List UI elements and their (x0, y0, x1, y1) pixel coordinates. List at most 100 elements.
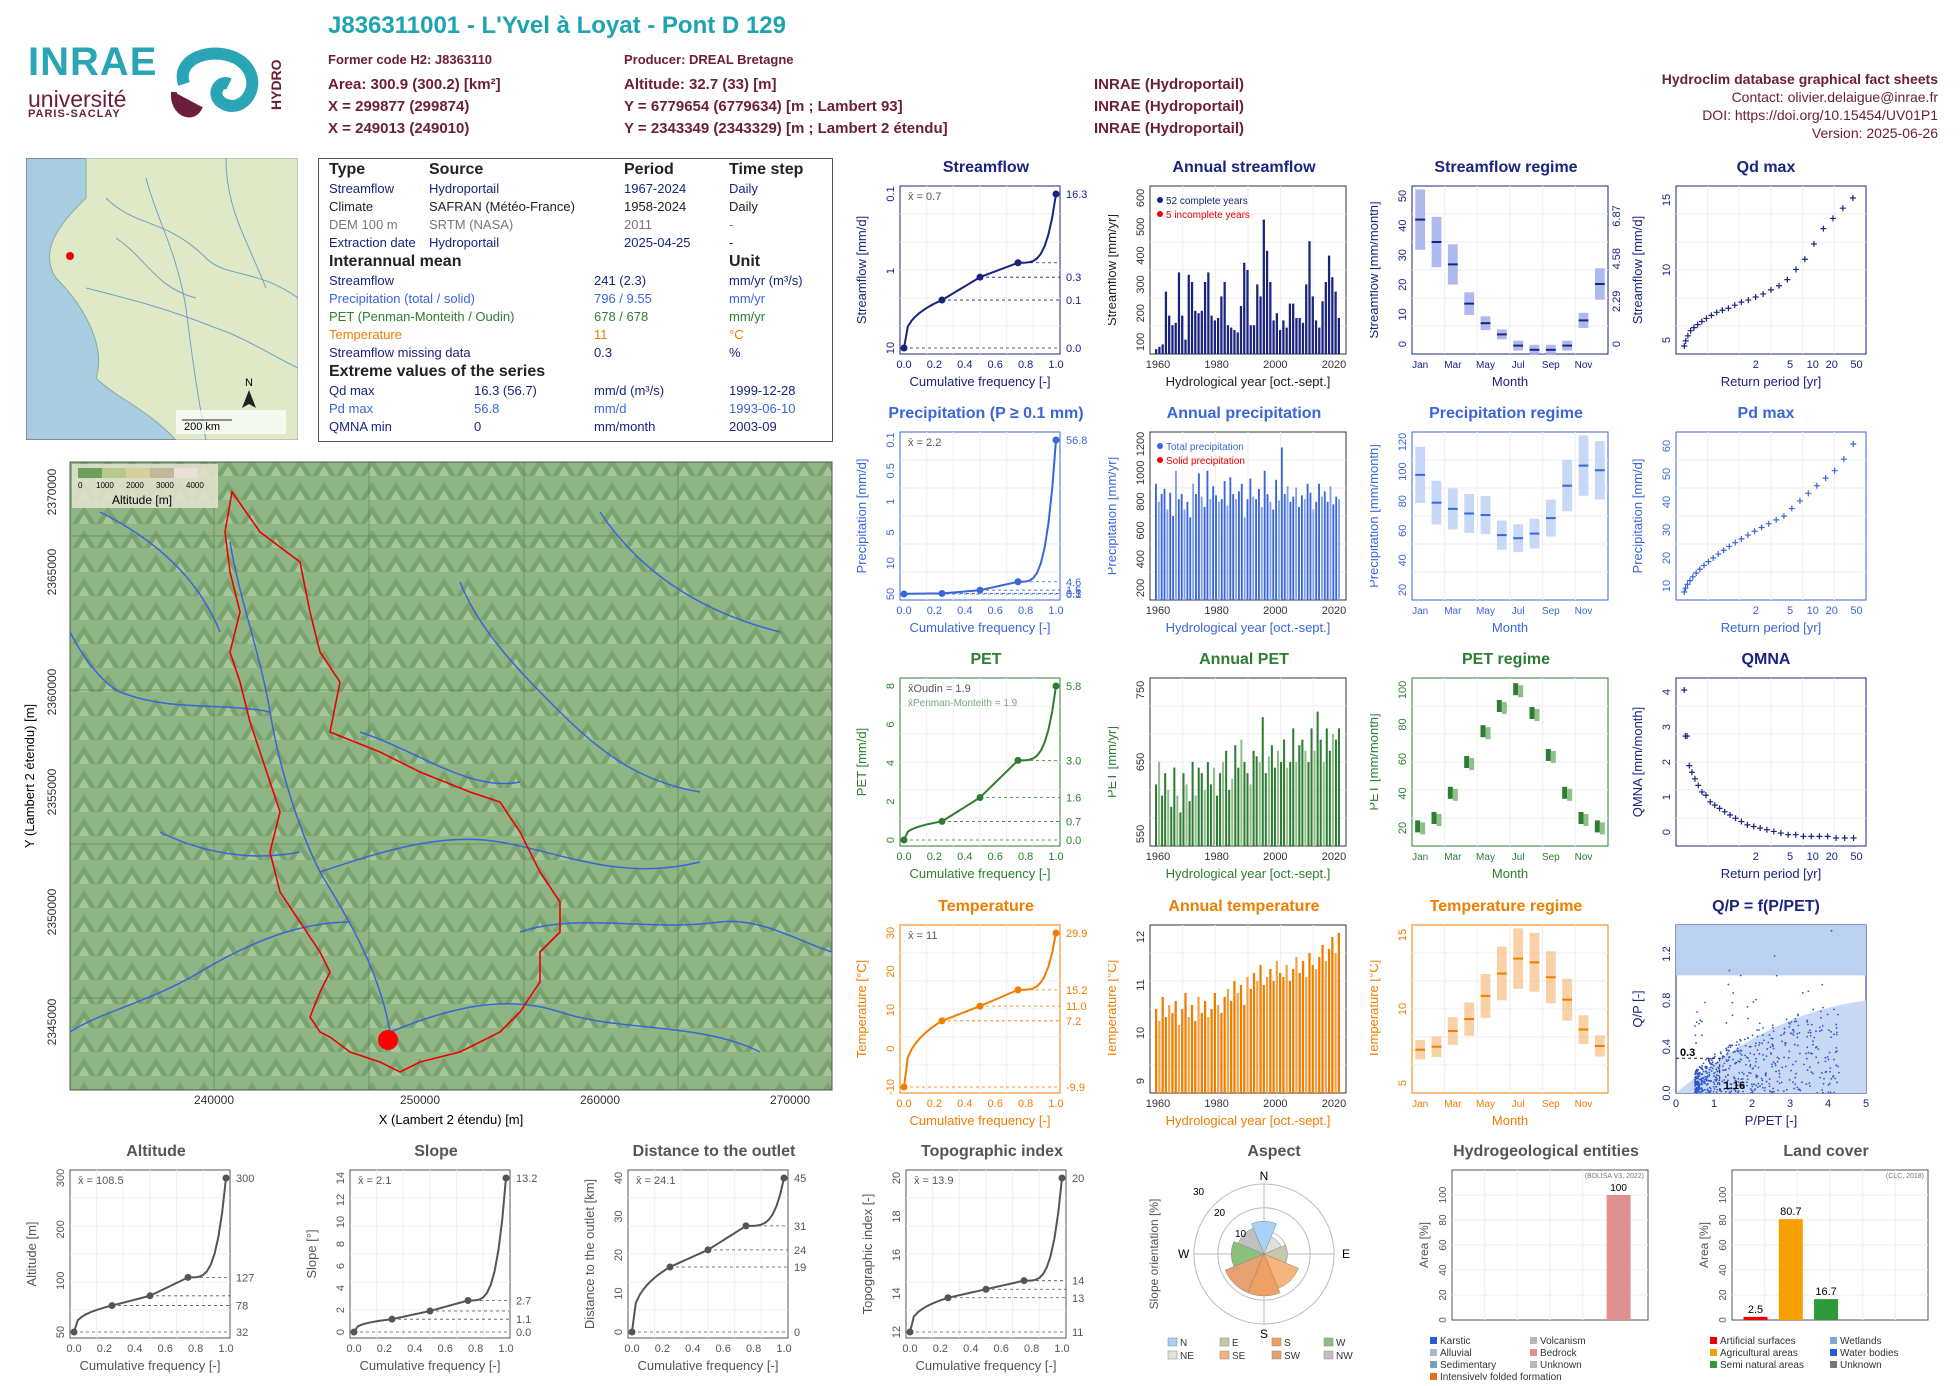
bar (1255, 756, 1258, 846)
bar (1176, 795, 1179, 846)
scatter-point (1830, 1030, 1832, 1033)
scatter-point (1798, 1031, 1801, 1034)
bar (1164, 773, 1167, 846)
legend-label: N (1180, 1338, 1187, 1349)
y-tick: 750 (1135, 681, 1147, 699)
y-tick: 20 (1397, 279, 1409, 291)
compass-label: W (1178, 1247, 1190, 1261)
scatter-point (1701, 1034, 1703, 1037)
box-oudin (1480, 725, 1486, 738)
altitude-legend: 0 1000 2000 3000 4000 Altitude [m] (78, 468, 204, 507)
y-tick: 60 (1397, 525, 1409, 537)
bar (1292, 303, 1295, 354)
scatter-point (1807, 1051, 1810, 1054)
left-tick: 8 (335, 1241, 347, 1247)
data-point (1744, 821, 1751, 828)
scatter-point (1834, 1051, 1837, 1054)
y-axis-label: Precipitation [mm/yr] (1108, 457, 1119, 575)
bar (1171, 1013, 1174, 1093)
precipitation_regime-chart: Precipitation regime Month Precipitation [… (1370, 405, 1609, 635)
bar (1207, 1017, 1210, 1093)
data-point (1020, 1277, 1028, 1285)
right-tick: 1.5 (1066, 585, 1081, 597)
interannual-header: Interannual mean Unit (329, 253, 761, 270)
bar (1246, 499, 1249, 600)
data-point (976, 1002, 984, 1010)
topo_index-chart: Topographic index Cumulative frequency [-… (860, 1143, 1084, 1373)
info-header: Type Source Period Time step (329, 161, 829, 179)
y-axis-label: Temperature [°C] (1108, 960, 1119, 1058)
x-tick: Jul (1512, 1099, 1525, 1110)
bar (1187, 274, 1190, 354)
chart-title: Distance to the outlet (633, 1143, 796, 1160)
scatter-point (1723, 1062, 1726, 1065)
scatter-point (1712, 1085, 1715, 1088)
box-oudin (1545, 749, 1551, 761)
y-tick: 30 (1661, 524, 1673, 536)
x-tick: Nov (1575, 1099, 1593, 1110)
scatter-point (1694, 1075, 1697, 1078)
data-point (666, 1263, 674, 1271)
data-point (900, 590, 908, 598)
chart-title: Annual temperature (1168, 898, 1319, 915)
box-oudin (1578, 812, 1584, 824)
legend-label: Volcanism (1540, 1336, 1586, 1347)
scatter-point (1801, 991, 1804, 994)
y-tick: 60 (1718, 1239, 1729, 1251)
right-tick: 127 (236, 1272, 254, 1284)
scatter-point (1698, 1022, 1700, 1025)
legend-swatch (1830, 1337, 1837, 1344)
inrae-logo: INRAE (28, 40, 158, 84)
bar (1260, 506, 1263, 600)
bar (1209, 499, 1212, 600)
scatter-point (1836, 1031, 1838, 1034)
y-tick: 300 (1135, 275, 1147, 293)
legend-label: Intensively folded formation (1440, 1372, 1562, 1380)
scatter-point (1740, 1085, 1743, 1087)
data-point (1694, 321, 1701, 328)
y-lambert2: Y = 2343349 (2343329) [m ; Lambert 2 éte… (624, 120, 948, 137)
scatter-point (1754, 1065, 1757, 1067)
data-point (1716, 805, 1723, 812)
scatter-point (1695, 1021, 1698, 1024)
scatter-point (1835, 1064, 1838, 1067)
scatter-point (1726, 1053, 1728, 1056)
bar (1195, 494, 1197, 600)
scatter-point (1697, 1072, 1700, 1075)
scatter-point (1728, 1067, 1731, 1070)
legend-label: Water bodies (1840, 1348, 1899, 1359)
scatter-point (1778, 1057, 1780, 1060)
scatter-point (1710, 1059, 1713, 1062)
producer: Producer: DREAL Bretagne (624, 52, 794, 67)
y-tick: 20 (1718, 1289, 1729, 1301)
right-tick: 2.29 (1611, 291, 1622, 312)
scatter-point (1751, 1092, 1754, 1094)
scatter-point (1735, 1044, 1738, 1046)
x-tick: May (1476, 852, 1495, 863)
x-tick: 0.0 (902, 1343, 917, 1355)
y-tick: 15 (1397, 929, 1409, 941)
x-tick: 2020 (1322, 1098, 1346, 1110)
bar (1194, 310, 1197, 354)
y-tick: 40 (1397, 787, 1409, 799)
bar (1606, 1195, 1631, 1320)
bar (1200, 310, 1203, 354)
right-tick: 4.6 (1066, 577, 1081, 589)
scatter-point (1793, 1087, 1796, 1090)
bar (1263, 470, 1266, 600)
scatter-point (1728, 1087, 1731, 1090)
bar (1172, 516, 1175, 600)
left-tick: 4 (885, 760, 897, 766)
bar (1316, 711, 1319, 846)
bar (1194, 795, 1197, 846)
bar (1286, 767, 1289, 846)
bar (1155, 1009, 1158, 1093)
mean-label: x̄ = 13.9 (914, 1175, 953, 1187)
scatter-point (1699, 1073, 1701, 1075)
north-arrow-icon (242, 390, 256, 408)
scatter-point (1776, 1060, 1779, 1063)
scatter-point (1749, 1072, 1752, 1075)
scatter-point (1743, 1087, 1745, 1089)
scatter-point (1727, 1073, 1729, 1076)
y-tick: 40 (1661, 496, 1673, 508)
